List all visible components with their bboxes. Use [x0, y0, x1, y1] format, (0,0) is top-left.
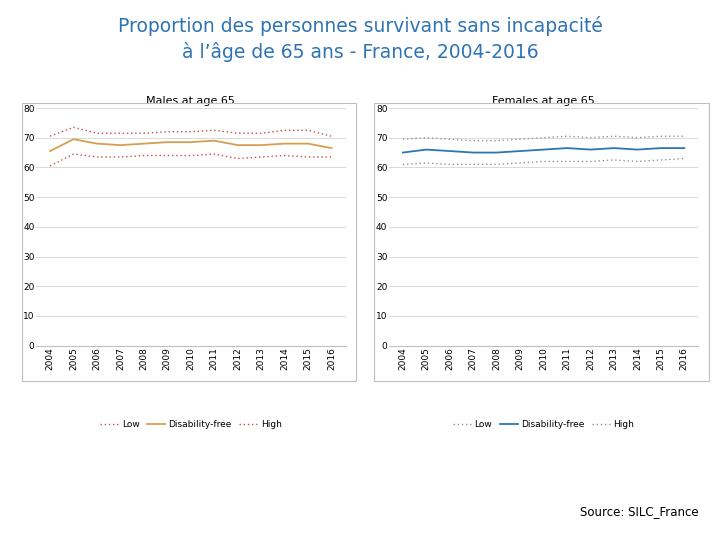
- Legend: Low, Disability-free, High: Low, Disability-free, High: [96, 417, 285, 433]
- Text: Source: SILC_France: Source: SILC_France: [580, 505, 698, 518]
- Text: Proportion des personnes survivant sans incapacité
à l’âge de 65 ans - France, 2: Proportion des personnes survivant sans …: [117, 16, 603, 62]
- Title: Females at age 65: Females at age 65: [492, 96, 595, 106]
- Title: Males at age 65: Males at age 65: [146, 96, 235, 106]
- Legend: Low, Disability-free, High: Low, Disability-free, High: [449, 417, 638, 433]
